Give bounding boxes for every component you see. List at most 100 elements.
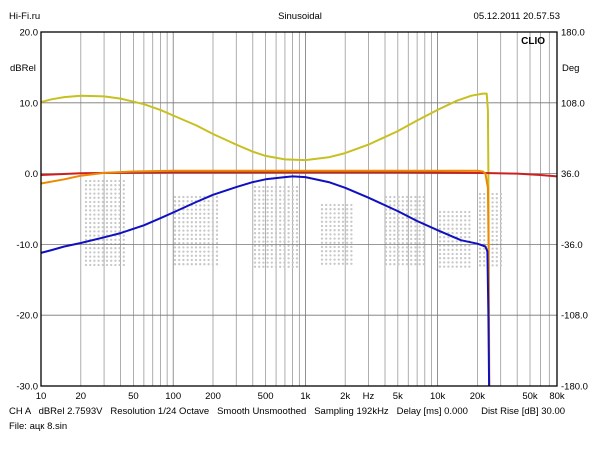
watermark-dot bbox=[266, 206, 269, 210]
watermark-dot bbox=[253, 265, 257, 268]
watermark-dot bbox=[190, 263, 193, 266]
watermark-dot bbox=[346, 241, 349, 244]
watermark-dot bbox=[495, 209, 498, 212]
watermark-dot bbox=[270, 240, 273, 243]
watermark-dot bbox=[194, 208, 198, 211]
watermark-dot bbox=[105, 255, 109, 258]
watermark-dot bbox=[447, 265, 450, 268]
watermark-dot bbox=[464, 248, 467, 251]
watermark-dot bbox=[105, 217, 109, 220]
watermark-dot bbox=[483, 247, 486, 250]
watermark-dot bbox=[173, 221, 177, 224]
watermark-dot bbox=[178, 200, 181, 203]
watermark-dot bbox=[114, 263, 117, 267]
x-tick-label: 5k bbox=[393, 391, 403, 402]
watermark-dot bbox=[279, 248, 282, 252]
watermark-dot bbox=[279, 198, 282, 201]
watermark-dot bbox=[295, 240, 299, 243]
watermark-dot bbox=[333, 212, 336, 215]
watermark-dot bbox=[389, 221, 392, 224]
watermark-dot bbox=[350, 250, 353, 253]
watermark-dot bbox=[464, 257, 467, 260]
watermark-dot bbox=[393, 212, 396, 215]
watermark-dot bbox=[279, 206, 282, 210]
watermark-dot bbox=[346, 208, 349, 211]
watermark-dot bbox=[397, 237, 400, 241]
watermark-dot bbox=[207, 246, 210, 249]
watermark-dot bbox=[173, 254, 177, 257]
watermark-dot bbox=[122, 251, 125, 254]
watermark-dot bbox=[114, 217, 117, 220]
watermark-dot bbox=[495, 205, 498, 208]
watermark-dot bbox=[291, 211, 294, 214]
watermark-dot bbox=[101, 196, 104, 199]
watermark-dot bbox=[451, 252, 454, 256]
watermark-dot bbox=[270, 198, 273, 201]
watermark-dot bbox=[320, 237, 324, 240]
watermark-dot bbox=[258, 198, 261, 201]
watermark-dot bbox=[287, 261, 290, 264]
watermark-dot bbox=[337, 233, 340, 236]
watermark-dot bbox=[350, 224, 353, 228]
watermark-dot bbox=[295, 227, 299, 231]
watermark-dot bbox=[478, 255, 482, 259]
watermark-dot bbox=[455, 252, 458, 256]
watermark-dot bbox=[266, 219, 269, 222]
watermark-dot bbox=[274, 223, 278, 226]
watermark-dot bbox=[393, 237, 396, 241]
watermark-dot bbox=[114, 259, 117, 262]
watermark-dot bbox=[182, 216, 185, 220]
watermark-dot bbox=[455, 244, 458, 247]
watermark-dot bbox=[89, 188, 92, 191]
watermark-dot bbox=[483, 192, 486, 196]
watermark-dot bbox=[422, 246, 425, 249]
watermark-dot bbox=[262, 240, 265, 243]
watermark-dot bbox=[274, 244, 278, 247]
watermark-dot bbox=[84, 179, 88, 183]
watermark-dot bbox=[443, 265, 446, 268]
watermark-dot bbox=[295, 232, 299, 235]
watermark-dot bbox=[320, 208, 324, 211]
watermark-dot bbox=[97, 196, 100, 199]
watermark-dot bbox=[455, 210, 458, 214]
watermark-dot bbox=[499, 247, 503, 250]
watermark-dot bbox=[337, 224, 340, 228]
watermark-dot bbox=[329, 212, 332, 215]
watermark-dot bbox=[203, 221, 206, 224]
watermark-dot bbox=[405, 246, 409, 249]
watermark-dot bbox=[405, 204, 409, 207]
watermark-dot bbox=[84, 263, 88, 267]
watermark-dot bbox=[459, 248, 463, 251]
watermark-dot bbox=[97, 226, 100, 229]
watermark-dot bbox=[110, 179, 113, 183]
watermark-dot bbox=[468, 215, 471, 218]
watermark-dot bbox=[341, 237, 345, 240]
watermark-dot bbox=[178, 246, 181, 249]
watermark-dot bbox=[414, 221, 417, 224]
watermark-dot bbox=[325, 220, 328, 223]
watermark-dot bbox=[459, 223, 463, 226]
header-title: Sinusoidal bbox=[278, 11, 322, 22]
watermark-dot bbox=[384, 258, 388, 262]
y2-axis-label: Deg bbox=[562, 63, 579, 74]
watermark-dot bbox=[414, 237, 417, 241]
watermark-dot bbox=[393, 242, 396, 245]
watermark-dot bbox=[203, 212, 206, 215]
watermark-dot bbox=[384, 200, 388, 203]
watermark-dot bbox=[122, 259, 125, 262]
watermark-dot bbox=[333, 250, 336, 253]
watermark-dot bbox=[110, 184, 113, 187]
watermark-dot bbox=[215, 225, 219, 228]
watermark-dot bbox=[283, 253, 286, 256]
watermark-dot bbox=[190, 216, 193, 220]
watermark-dot bbox=[266, 223, 269, 226]
watermark-dot bbox=[459, 244, 463, 247]
watermark-dot bbox=[215, 195, 219, 199]
watermark-dot bbox=[350, 220, 353, 223]
watermark-dot bbox=[283, 223, 286, 226]
watermark-dot bbox=[266, 244, 269, 247]
watermark-dot bbox=[211, 242, 214, 245]
watermark-dot bbox=[483, 197, 486, 200]
watermark-dot bbox=[418, 208, 421, 211]
watermark-dot bbox=[478, 247, 482, 250]
